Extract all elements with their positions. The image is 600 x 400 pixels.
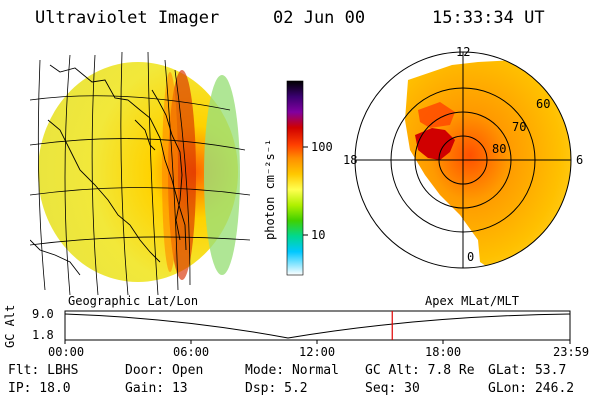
mlat-label-70: 70 bbox=[512, 120, 527, 134]
timeline-xtick-2359: 23:59 bbox=[553, 345, 590, 359]
mlt-label-12: 12 bbox=[456, 45, 471, 59]
mlat-label-60: 60 bbox=[536, 97, 551, 111]
polar-plot bbox=[354, 51, 572, 269]
info-mode: Mode: Normal bbox=[245, 363, 339, 378]
timeline-ytick-1-8: 1.8 bbox=[32, 328, 54, 342]
geographic-caption: Geographic Lat/Lon bbox=[68, 294, 199, 308]
mlt-label-0: 0 bbox=[467, 250, 475, 264]
earth-image bbox=[30, 51, 251, 295]
altitude-timeline bbox=[64, 310, 571, 344]
date-label: 02 Jun 00 bbox=[273, 8, 366, 28]
colorbar-unit-label: photon cm⁻²s⁻¹ bbox=[263, 138, 277, 240]
info-gc-alt: GC Alt: 7.8 Re bbox=[365, 363, 475, 378]
timeline-xtick-1800: 18:00 bbox=[425, 345, 462, 359]
info-seq: Seq: 30 bbox=[365, 381, 420, 396]
info-flt: Flt: LBHS bbox=[8, 363, 79, 378]
info-door: Door: Open bbox=[125, 363, 204, 378]
instrument-title: Ultraviolet Imager bbox=[35, 8, 220, 28]
info-gain: Gain: 13 bbox=[125, 381, 188, 396]
info-glon: GLon: 246.2 bbox=[488, 381, 575, 396]
timeline-ytick-9: 9.0 bbox=[32, 307, 54, 321]
mlat-label-80: 80 bbox=[492, 142, 507, 156]
colorbar-tick-100: 100 bbox=[311, 140, 333, 154]
info-glat: GLat: 53.7 bbox=[488, 363, 567, 378]
timeline-xtick-0600: 06:00 bbox=[173, 345, 210, 359]
time-label: 15:33:34 UT bbox=[432, 8, 545, 28]
colorbar-tick-10: 10 bbox=[311, 228, 326, 242]
timeline-xtick-1200: 12:00 bbox=[299, 345, 336, 359]
mlt-label-6: 6 bbox=[576, 153, 584, 167]
colorbar bbox=[286, 80, 304, 276]
mlt-label-18: 18 bbox=[343, 153, 358, 167]
info-ip: IP: 18.0 bbox=[8, 381, 71, 396]
apex-caption: Apex MLat/MLT bbox=[425, 294, 519, 308]
info-dsp: Dsp: 5.2 bbox=[245, 381, 308, 396]
timeline-xtick-0000: 00:00 bbox=[48, 345, 85, 359]
timeline-ylabel: GC Alt bbox=[3, 304, 17, 348]
